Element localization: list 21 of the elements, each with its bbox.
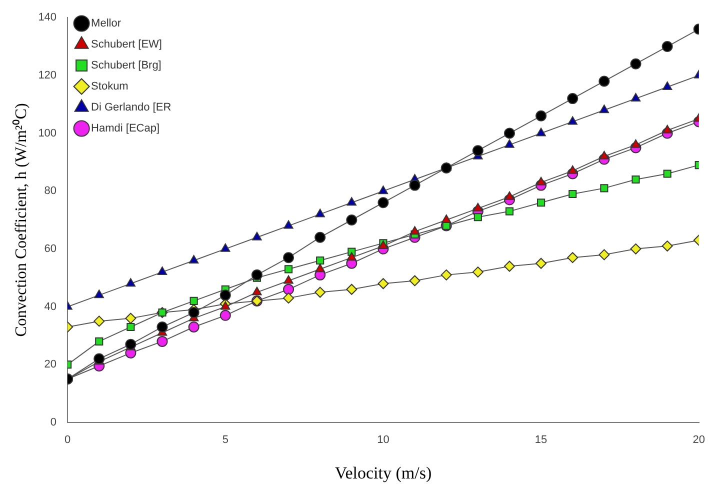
x-tick-label: 10 (377, 434, 390, 446)
legend-label: Mellor (91, 18, 122, 30)
x-tick-label: 15 (534, 434, 548, 446)
x-tick-label: 20 (692, 434, 706, 446)
y-tick-label: 140 (38, 12, 57, 24)
legend-label: Schubert [EW] (91, 38, 162, 51)
y-tick-label: 120 (38, 69, 57, 82)
y-tick-label: 0 (50, 416, 57, 428)
legend-label: Di Gerlando [ER (91, 102, 172, 114)
x-tick-label: 0 (64, 434, 71, 446)
y-tick-label: 20 (44, 358, 57, 371)
legend-label: Schubert [Brg] (91, 60, 162, 72)
x-axis-title: Velocity (m/s) (334, 463, 432, 482)
y-tick-label: 60 (44, 242, 57, 255)
y-tick-label: 40 (44, 300, 57, 313)
y-tick-label: 100 (38, 127, 57, 140)
y-axis-title: Convection Coefficient, h (W/m²⁰C) (12, 103, 30, 337)
legend-label: Stokum (91, 80, 128, 93)
x-tick-label: 5 (222, 434, 228, 446)
legend-label: Hamdi [ECap] (91, 122, 160, 135)
y-tick-label: 80 (44, 185, 57, 198)
